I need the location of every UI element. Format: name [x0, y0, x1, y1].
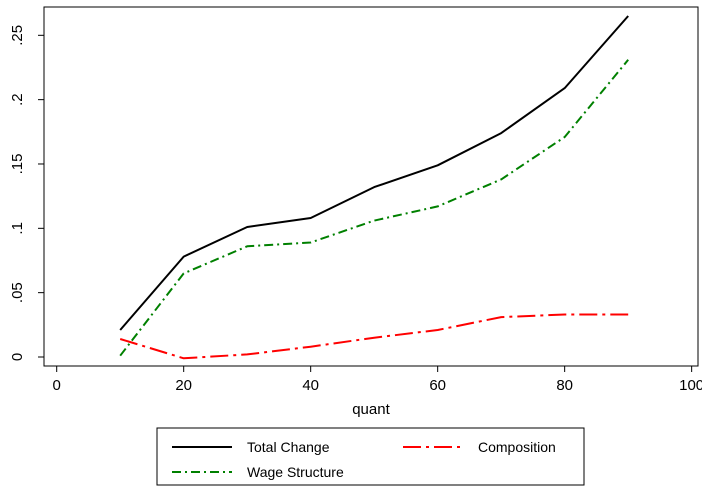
x-tick-label: 0 — [53, 377, 61, 394]
series-line-wage-structure — [119, 59, 629, 357]
y-tick-label: 0 — [9, 353, 26, 361]
x-tick-label: 60 — [429, 377, 446, 394]
legend-label-total-change: Total Change — [247, 439, 330, 455]
legend: Total Change Composition Wage Structure — [156, 427, 585, 486]
x-tick-label: 100 — [679, 377, 702, 394]
series-lines — [119, 15, 629, 360]
y-tick-label: .2 — [9, 93, 26, 106]
y-tick-label: .1 — [9, 222, 26, 235]
series-line-total-change — [119, 15, 629, 331]
series-line-composition — [119, 313, 629, 360]
y-axis: 0 .05 .1 .15 .2 .25 — [9, 25, 44, 361]
plot-area-frame — [43, 6, 699, 367]
legend-label-wage-structure: Wage Structure — [247, 464, 344, 480]
y-tick-label: .15 — [9, 154, 26, 175]
y-tick-label: .25 — [9, 25, 26, 46]
y-tick-label: .05 — [9, 282, 26, 303]
x-tick-label: 20 — [175, 377, 192, 394]
x-tick-label: 40 — [302, 377, 319, 394]
legend-label-composition: Composition — [478, 439, 556, 455]
x-axis-title: quant — [352, 401, 390, 418]
legend-box — [156, 427, 585, 486]
x-axis: 0 20 40 60 80 100 — [53, 366, 702, 394]
x-tick-label: 80 — [556, 377, 573, 394]
